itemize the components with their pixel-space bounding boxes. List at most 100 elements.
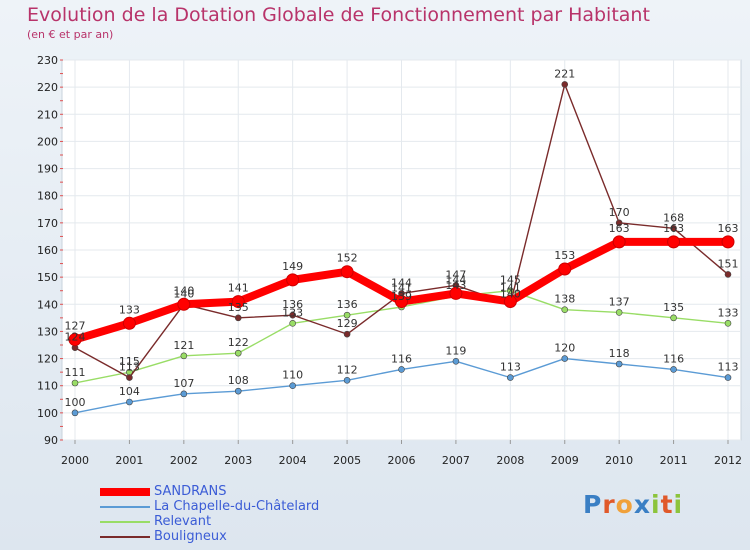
- data-point: [126, 398, 133, 406]
- data-label: 140: [500, 287, 521, 300]
- data-point: [398, 366, 405, 373]
- data-point: [231, 295, 245, 309]
- data-label: 133: [119, 303, 140, 316]
- data-label: 136: [337, 298, 358, 311]
- data-label: 113: [119, 361, 140, 374]
- data-label: 135: [663, 301, 684, 314]
- logo-letter: i: [651, 490, 661, 519]
- data-label: 113: [718, 361, 739, 374]
- data-point: [180, 390, 188, 398]
- logo-letter: i: [673, 490, 684, 519]
- data-label: 163: [718, 222, 739, 235]
- data-label: 136: [282, 298, 303, 311]
- data-label: 147: [445, 268, 466, 281]
- y-tick-label: 200: [37, 135, 58, 148]
- data-point: [343, 330, 351, 338]
- y-tick-label: 90: [44, 434, 58, 447]
- chart-title: Evolution de la Dotation Globale de Fonc…: [27, 4, 650, 26]
- data-label: 118: [609, 347, 630, 360]
- logo-letter: t: [660, 490, 674, 519]
- data-point: [561, 306, 569, 314]
- data-label: 107: [173, 377, 194, 390]
- data-point: [395, 295, 408, 309]
- data-label: 127: [65, 320, 86, 333]
- chart-subtitle: (en € et par an): [27, 28, 114, 41]
- data-point: [667, 235, 681, 249]
- data-point: [126, 374, 133, 381]
- data-label: 145: [500, 274, 521, 287]
- data-label: 141: [228, 282, 249, 295]
- data-label: 221: [554, 67, 575, 80]
- data-label: 149: [282, 260, 303, 273]
- data-point: [68, 333, 82, 347]
- y-tick-label: 220: [37, 81, 58, 94]
- data-point: [234, 314, 242, 322]
- legend-label: SANDRANS: [154, 484, 227, 499]
- data-point: [289, 319, 296, 327]
- data-label: 152: [337, 252, 358, 265]
- data-label: 111: [65, 366, 86, 379]
- data-label: 133: [718, 306, 739, 319]
- data-label: 120: [554, 342, 575, 355]
- data-point: [561, 355, 569, 362]
- legend-swatch: [100, 505, 150, 508]
- legend-swatch: [100, 535, 150, 538]
- data-label: 104: [119, 385, 140, 398]
- y-tick-label: 230: [37, 54, 58, 67]
- data-point: [234, 349, 242, 357]
- data-point: [71, 379, 79, 387]
- data-label: 141: [391, 282, 412, 295]
- data-label: 144: [391, 276, 412, 289]
- data-label: 112: [337, 363, 358, 376]
- data-label: 151: [718, 257, 739, 270]
- x-tick-label: 2007: [442, 454, 470, 467]
- data-point: [670, 314, 677, 322]
- data-point: [561, 81, 569, 88]
- data-label: 129: [337, 317, 358, 330]
- logo-letter: r: [602, 490, 616, 519]
- x-tick-label: 2002: [170, 454, 198, 467]
- x-tick-label: 2000: [61, 454, 89, 467]
- data-point: [71, 409, 79, 417]
- x-tick-label: 2001: [115, 454, 143, 467]
- data-label: 143: [445, 279, 466, 292]
- y-tick-label: 160: [37, 244, 58, 257]
- x-tick-label: 2010: [605, 454, 633, 467]
- y-tick-label: 180: [37, 190, 58, 203]
- data-label: 153: [554, 249, 575, 262]
- x-tick-label: 2011: [660, 454, 688, 467]
- data-label: 108: [228, 374, 249, 387]
- legend-label: La Chapelle-du-Châtelard: [154, 499, 320, 514]
- data-label: 138: [554, 293, 575, 306]
- data-point: [340, 265, 354, 279]
- data-label: 140: [173, 284, 194, 297]
- data-point: [721, 235, 735, 249]
- legend-swatch: [100, 520, 150, 523]
- data-point: [289, 382, 296, 390]
- legend-swatch: [100, 487, 150, 496]
- x-tick-label: 2009: [551, 454, 579, 467]
- data-point: [180, 352, 188, 360]
- data-label: 163: [663, 222, 684, 235]
- data-point: [452, 357, 460, 365]
- data-label: 140: [173, 287, 194, 300]
- data-label: 121: [173, 339, 194, 352]
- data-point: [343, 376, 351, 384]
- y-tick-label: 140: [37, 298, 58, 311]
- data-label: 113: [500, 361, 521, 374]
- data-label: 144: [445, 273, 466, 286]
- data-label: 116: [663, 352, 684, 365]
- data-label: 137: [609, 295, 630, 308]
- data-point: [724, 374, 732, 381]
- y-tick-label: 210: [37, 108, 58, 121]
- legend-label: Bouligneux: [154, 529, 227, 544]
- data-point: [670, 224, 677, 232]
- data-point: [670, 366, 677, 373]
- data-point: [615, 309, 623, 316]
- proxiti-logo: Proxiti: [583, 490, 683, 519]
- data-point: [503, 295, 517, 309]
- data-label: 116: [391, 352, 412, 365]
- data-point: [615, 219, 623, 227]
- x-tick-label: 2003: [224, 454, 252, 467]
- data-point: [724, 319, 732, 327]
